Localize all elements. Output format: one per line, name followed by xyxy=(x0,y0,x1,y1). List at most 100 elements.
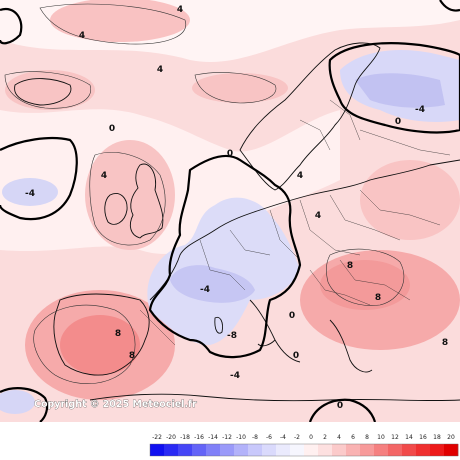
isoline-uk-4 xyxy=(89,152,166,246)
legend-swatch xyxy=(248,444,263,456)
cool-zone-southwest xyxy=(0,390,35,414)
border-1 xyxy=(199,239,246,291)
zero-contour-northwest xyxy=(0,7,23,45)
legend-swatch xyxy=(374,444,389,456)
legend-swatch xyxy=(444,444,459,456)
zero-contour-southwest xyxy=(0,387,49,422)
contour-label: 0 xyxy=(337,401,343,411)
border-5 xyxy=(329,194,401,241)
isoline-balkans-8 xyxy=(325,248,405,306)
contour-label: 8 xyxy=(129,351,135,361)
legend-swatch xyxy=(402,444,417,456)
coast-continent xyxy=(149,159,460,301)
legend-tick-label: -16 xyxy=(194,434,204,441)
contour-label: 4 xyxy=(101,171,107,181)
contour-label: 0 xyxy=(289,311,295,321)
legend-swatch xyxy=(178,444,193,456)
contour-label: 8 xyxy=(375,293,381,303)
legend-tick-label: -10 xyxy=(236,434,246,441)
zero-contour-south xyxy=(308,398,377,422)
legend-swatch xyxy=(234,444,249,456)
legend-swatch xyxy=(430,444,445,456)
temperature-anomaly-map: -4 4 0 0 8 4 8 -4 -4 4 -8 0 4 0 4 -4 0 8… xyxy=(0,0,460,422)
legend-tick-label: -20 xyxy=(166,434,176,441)
legend-tick-label: 18 xyxy=(433,434,441,441)
warm-pocket-east xyxy=(360,160,460,240)
coast-iberia xyxy=(53,293,150,376)
legend-swatch xyxy=(276,444,291,456)
legend-swatch xyxy=(290,444,305,456)
coast-ireland xyxy=(104,193,128,225)
legend-swatch xyxy=(192,444,207,456)
legend-swatch xyxy=(206,444,221,456)
cool-core-alps xyxy=(170,265,255,303)
contour-label: 4 xyxy=(177,5,183,15)
legend-tick-label: -18 xyxy=(180,434,190,441)
border-11 xyxy=(139,309,176,346)
warm-pocket-norway-sea xyxy=(192,73,288,103)
contour-label: 0 xyxy=(109,124,115,134)
contour-label: 4 xyxy=(315,211,321,221)
border-2 xyxy=(229,229,271,256)
coast-north-africa xyxy=(89,393,460,402)
legend-swatch xyxy=(360,444,375,456)
contour-label: 8 xyxy=(442,338,448,348)
legend-swatch xyxy=(388,444,403,456)
contour-label: -4 xyxy=(415,105,425,115)
legend-swatch xyxy=(416,444,431,456)
contour-labels: -4 4 0 0 8 4 8 -4 -4 4 -8 0 4 0 4 -4 0 8… xyxy=(25,5,448,411)
legend-tick-label: 12 xyxy=(391,434,399,441)
legend-tick-label: 0 xyxy=(309,434,313,441)
border-6 xyxy=(359,189,441,226)
coast-scandinavia xyxy=(239,42,381,191)
contour-label: 0 xyxy=(227,149,233,159)
border-9 xyxy=(299,119,331,151)
isoline-atlantic-4 xyxy=(4,71,92,109)
isolines xyxy=(4,3,405,385)
warm-core-balkans xyxy=(320,260,410,310)
contour-label: -4 xyxy=(25,189,35,199)
cool-zone-atlantic xyxy=(2,178,58,206)
coast-uk xyxy=(129,163,164,239)
warm-pocket-northwest xyxy=(50,0,190,42)
legend-tick-label: -6 xyxy=(266,434,272,441)
legend-tick-label: 10 xyxy=(377,434,385,441)
contour-label: 4 xyxy=(297,171,303,181)
color-scale-legend: -22 -20 -18 -16 -14 -12 -10 -8 -6 -4 -2 0 2 4 6 8 10 12 14… xyxy=(0,422,460,460)
legend-swatch xyxy=(346,444,361,456)
zero-contour-central xyxy=(148,154,302,359)
zero-contours xyxy=(0,0,460,422)
contour-label: -8 xyxy=(227,331,237,341)
coastlines xyxy=(14,42,460,402)
legend-swatch xyxy=(150,444,165,456)
legend-swatch xyxy=(262,444,277,456)
isoline-norway-4 xyxy=(194,72,277,104)
legend-swatch xyxy=(332,444,347,456)
warm-pocket-uk xyxy=(85,140,175,250)
legend-tick-label: 14 xyxy=(405,434,413,441)
coast-italy xyxy=(249,299,301,363)
coast-corsica xyxy=(214,316,223,334)
legend-tick-label: -22 xyxy=(152,434,162,441)
border-12 xyxy=(359,129,451,156)
legend-tick-label: -12 xyxy=(222,434,232,441)
isoline-north-4 xyxy=(39,3,187,45)
contour-label: 4 xyxy=(79,31,85,41)
coast-iceland xyxy=(14,78,72,106)
contour-label: 0 xyxy=(293,351,299,361)
legend-swatch xyxy=(220,444,235,456)
contour-label: 8 xyxy=(115,329,121,339)
legend-tick-label: -4 xyxy=(280,434,286,441)
cool-core-scandinavia xyxy=(355,73,445,108)
legend-tick-label: 8 xyxy=(365,434,369,441)
legend-tick-label: -14 xyxy=(208,434,218,441)
contour-label: 4 xyxy=(157,65,163,75)
contour-label: 0 xyxy=(395,117,401,127)
zero-contour-scandinavia xyxy=(328,42,460,134)
contour-label: -4 xyxy=(200,285,210,295)
contour-label: 8 xyxy=(347,261,353,271)
zero-contour-topright xyxy=(439,0,460,12)
border-4 xyxy=(299,199,361,256)
legend-swatch xyxy=(318,444,333,456)
country-borders xyxy=(139,99,451,346)
